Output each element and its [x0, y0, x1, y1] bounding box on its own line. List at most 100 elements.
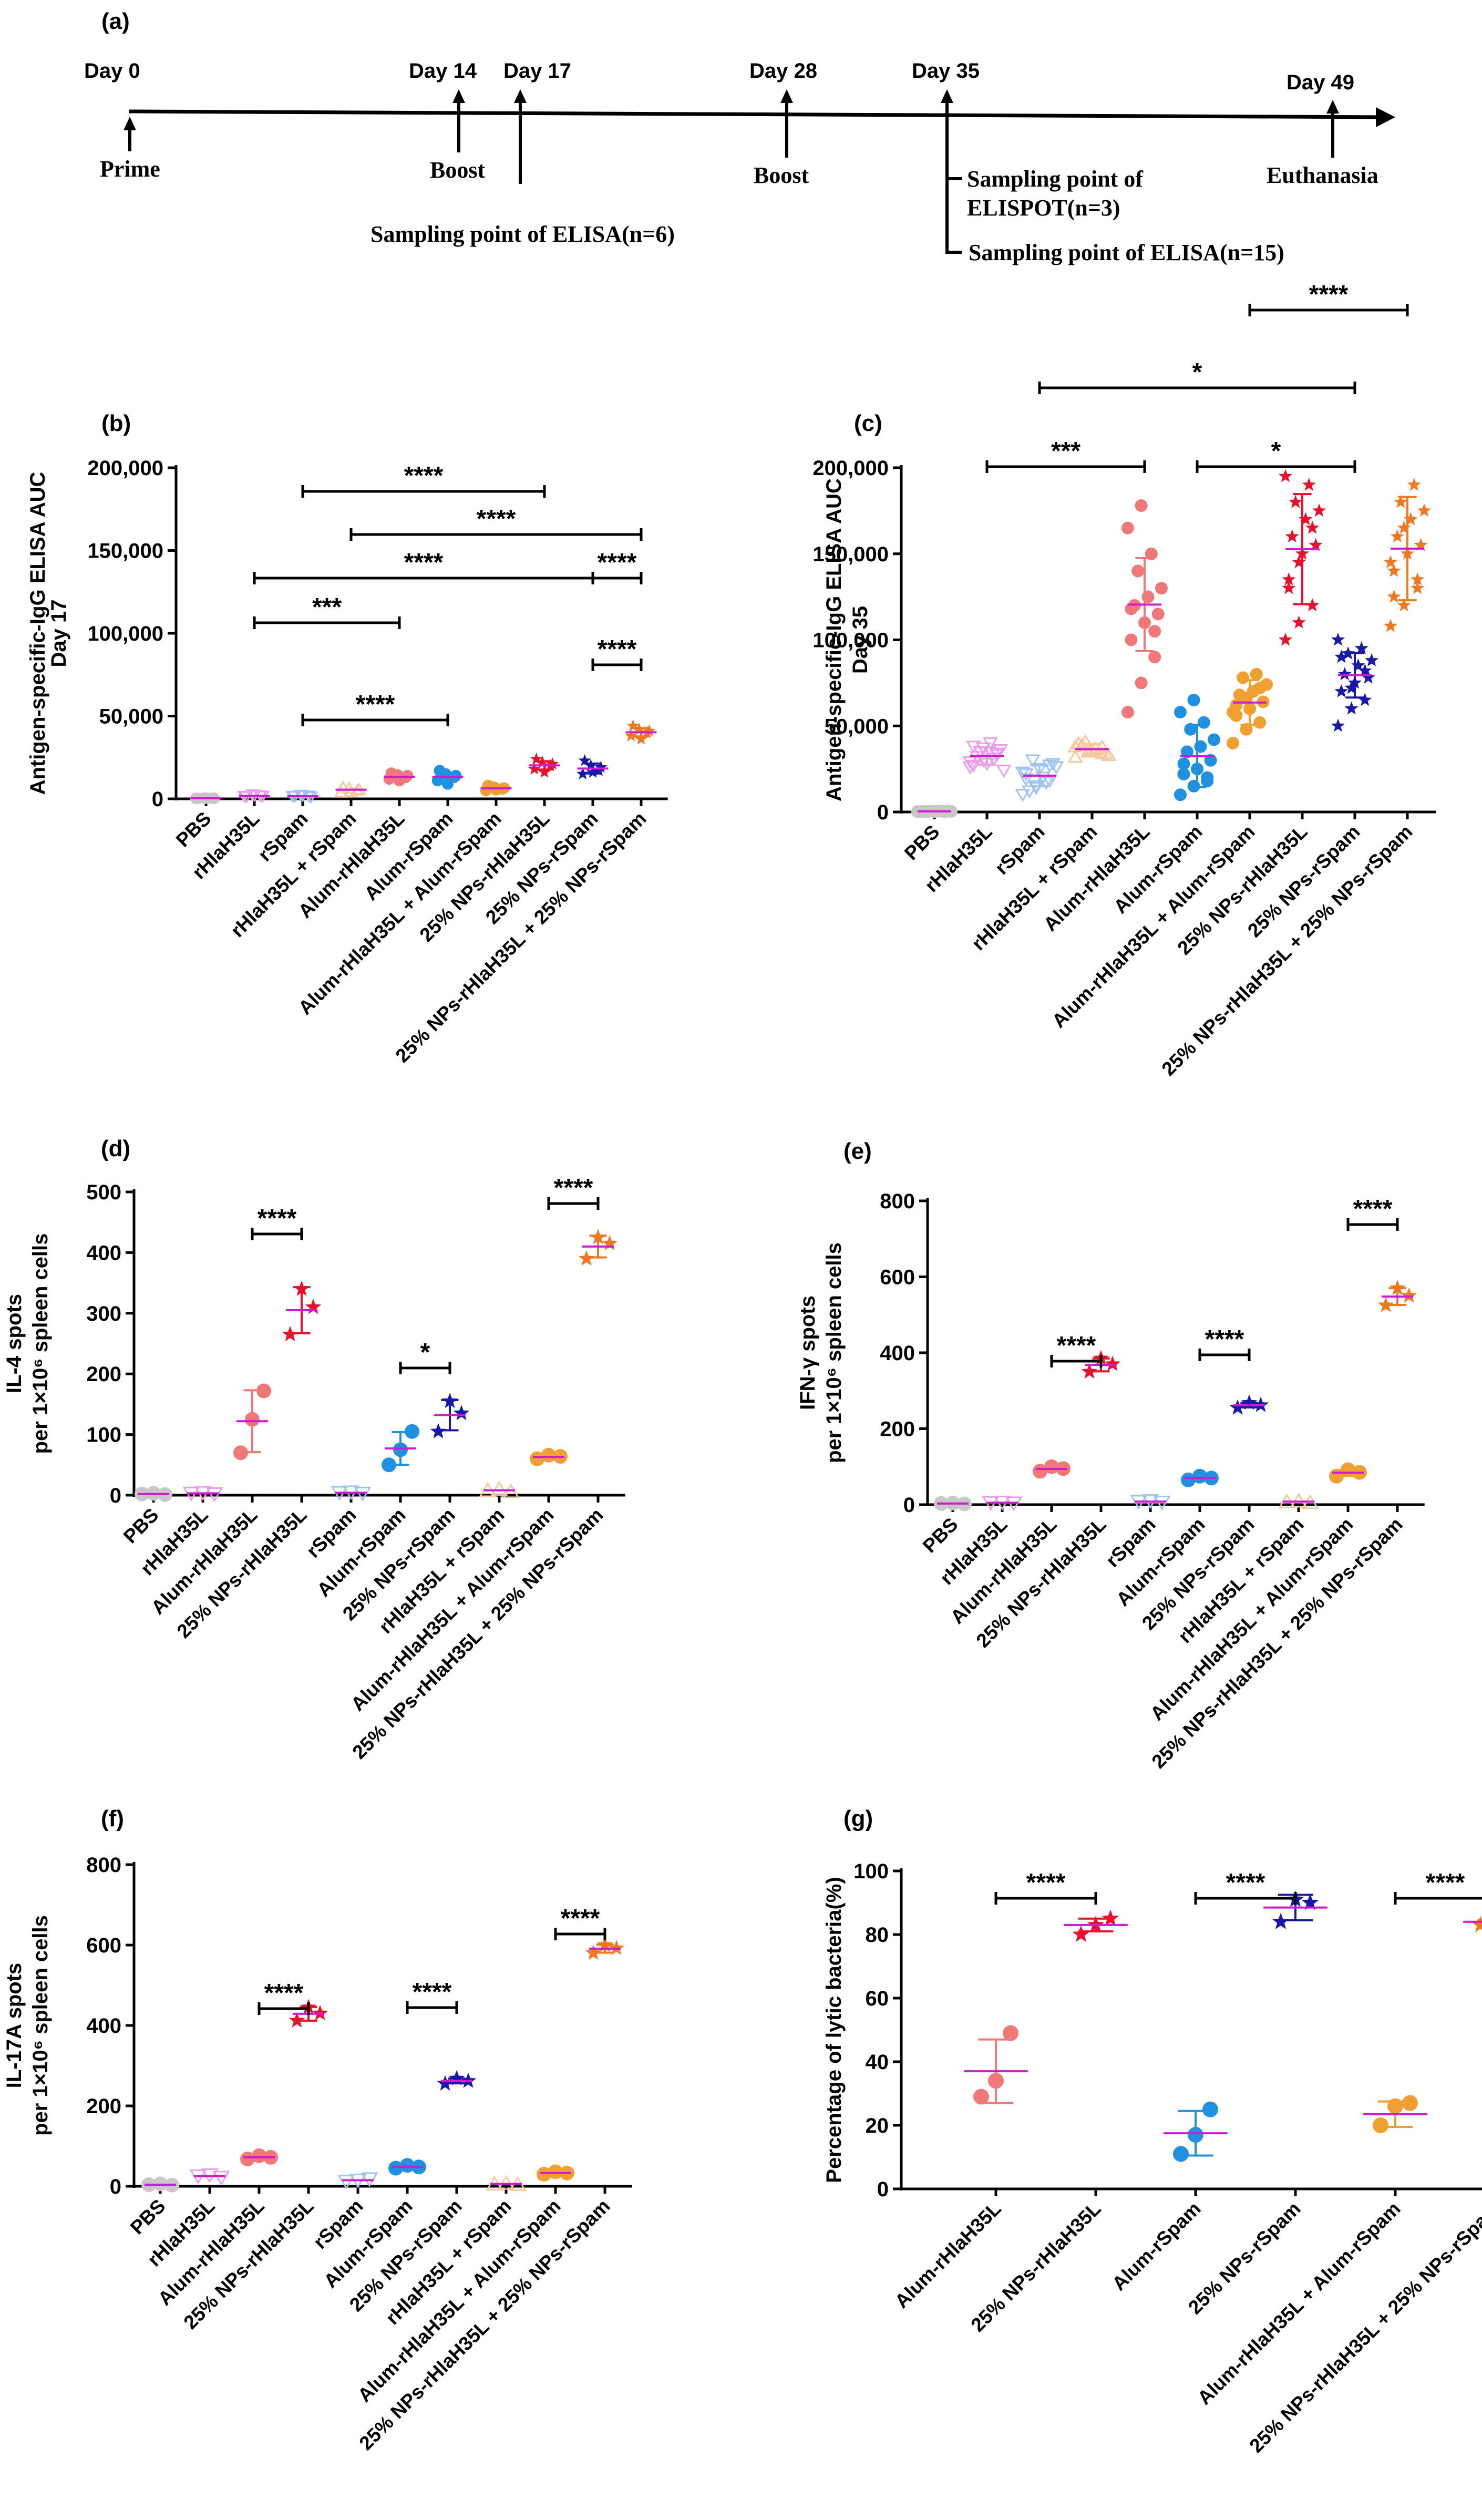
data-point	[1290, 1493, 1308, 1508]
panel-label-e: (e)	[843, 1138, 872, 1164]
y-tick-label: 20	[866, 2114, 889, 2137]
data-point	[1282, 581, 1296, 594]
significance-stars: *	[420, 1339, 430, 1366]
day-35-arrowhead	[941, 89, 953, 103]
y-tick-label: 400	[880, 1342, 915, 1365]
day-49-label: Day 49	[1287, 71, 1354, 94]
x-category-label: PBS	[919, 1514, 962, 1557]
significance-stars: ****	[258, 1205, 297, 1232]
y-tick-label: 200,000	[812, 457, 889, 480]
data-point	[1404, 512, 1418, 526]
data-point	[601, 1235, 618, 1251]
y-tick-label: 60	[866, 1987, 889, 2010]
data-point	[1208, 733, 1220, 746]
data-point	[962, 761, 978, 775]
data-point	[1067, 739, 1083, 753]
data-point	[538, 765, 551, 778]
data-point	[1414, 538, 1428, 551]
data-point	[608, 1940, 625, 1956]
y-axis-label-line1: IL-4 spots	[3, 1294, 26, 1393]
y-tick-label: 200	[86, 2095, 121, 2118]
y-tick-label: 50,000	[825, 715, 889, 738]
y-tick-label: 0	[877, 801, 889, 824]
data-point	[1135, 676, 1148, 690]
significance-stars: ****	[1057, 1332, 1096, 1360]
significance-stars: ****	[1205, 1325, 1244, 1353]
panel-f: (f) IL-17A spots per 1×10⁶ spleen cells 0 20…	[3, 1806, 632, 2454]
data-point	[537, 2167, 551, 2182]
boost-1-label: Boost	[430, 157, 485, 183]
data-point	[1121, 521, 1134, 534]
panel-e: (e) IFN-γ spots per 1×10⁶ spleen cells 0 200…	[796, 1138, 1425, 1773]
y-tick-label: 0	[903, 1494, 915, 1517]
data-point	[1125, 602, 1138, 615]
boost-2-arrowhead	[780, 89, 793, 103]
data-point	[337, 2175, 355, 2190]
data-point	[312, 2005, 328, 2021]
data-point	[986, 753, 1002, 766]
day-0-label: Day 0	[84, 59, 140, 83]
data-point	[1151, 608, 1165, 621]
data-point	[1312, 503, 1326, 517]
y-tick-label: 200,000	[87, 457, 163, 480]
y-tick-label: 800	[86, 1854, 121, 1877]
y-axis-label: Percentage of lytic bacteria(%)	[822, 1877, 846, 2183]
significance-stars: ****	[598, 549, 637, 577]
data-point	[336, 780, 351, 793]
data-point	[1282, 572, 1296, 585]
data-point	[1174, 706, 1187, 719]
data-point	[1285, 529, 1299, 543]
data-point	[1334, 684, 1349, 697]
data-point	[1091, 744, 1107, 758]
data-point	[1305, 520, 1320, 534]
significance-stars: ****	[1426, 1869, 1465, 1897]
data-point	[490, 1480, 508, 1496]
data-point	[382, 1457, 396, 1473]
data-point	[405, 1424, 419, 1439]
data-point	[1229, 1399, 1246, 1415]
data-point	[1048, 761, 1064, 775]
data-point	[437, 2075, 454, 2091]
data-point	[626, 719, 640, 732]
panel-g: (g) Percentage of lytic bacteria(%) 0 20 40 6…	[822, 1806, 1482, 2457]
y-axis-label-line1: IFN-γ spots	[796, 1295, 819, 1410]
data-point	[1417, 503, 1432, 517]
y-tick-label: 0	[152, 788, 163, 811]
data-point	[1253, 682, 1267, 695]
data-point	[1334, 650, 1349, 663]
panel-label-c: (c)	[854, 410, 882, 436]
data-point	[1028, 782, 1044, 795]
significance-stars: ****	[561, 1905, 600, 1932]
y-tick-label: 300	[86, 1302, 121, 1325]
y-tick-label: 200	[880, 1418, 915, 1441]
data-point	[1331, 718, 1345, 732]
data-point	[1411, 581, 1425, 594]
y-axis-label-line2: per 1×10⁶ spleen cells	[822, 1242, 846, 1463]
y-tick-label: 40	[866, 2051, 889, 2074]
data-point	[585, 1945, 602, 1960]
y-tick-label: 100	[853, 1860, 889, 1883]
data-point	[1125, 633, 1138, 646]
y-tick-label: 80	[866, 1924, 889, 1947]
data-point	[1187, 694, 1200, 707]
data-point	[1278, 632, 1293, 646]
x-category-label: PBS	[172, 808, 215, 851]
significance-stars: ****	[1353, 1195, 1393, 1223]
data-point	[1081, 1363, 1098, 1379]
x-category-label: PBS	[119, 1504, 163, 1548]
significance-stars: ****	[598, 635, 637, 663]
data-point	[497, 2175, 515, 2190]
data-point	[1077, 734, 1093, 747]
data-point	[1358, 693, 1372, 706]
significance-stars: *	[1192, 358, 1202, 386]
y-axis-label-line1: Antigen-specific-IgG ELISA AUC	[822, 478, 846, 801]
y-tick-label: 400	[86, 1241, 121, 1264]
data-point	[1104, 1355, 1121, 1371]
data-point	[434, 765, 446, 777]
y-tick-label: 150,000	[87, 540, 163, 563]
significance-stars: ****	[477, 505, 516, 533]
y-tick-label: 0	[110, 2175, 121, 2198]
euthanasia-arrowhead	[1326, 100, 1339, 114]
